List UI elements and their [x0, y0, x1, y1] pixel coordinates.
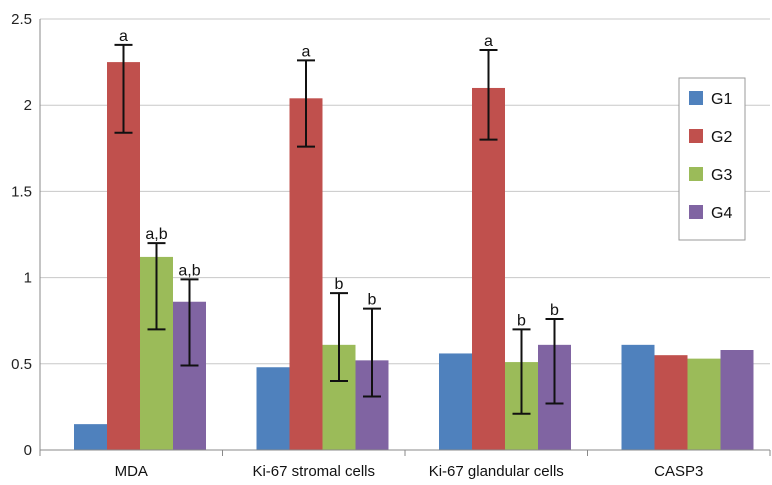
significance-label: b [368, 292, 377, 309]
y-tick-label: 2.5 [11, 11, 32, 28]
bar-g1 [439, 353, 472, 450]
significance-label: a [302, 43, 311, 60]
bar-g1 [74, 424, 107, 450]
legend-swatch-g1 [689, 91, 703, 105]
significance-label: b [517, 312, 526, 329]
x-tick-label: CASP3 [654, 463, 703, 480]
bar-g1 [256, 367, 290, 450]
bar-g1 [621, 344, 655, 450]
bar-g4 [720, 350, 754, 450]
legend-label: G4 [711, 205, 732, 222]
legend: G1 G2 G3 G4 [678, 77, 746, 241]
x-tick-label: Ki-67 glandular cells [429, 463, 564, 480]
y-tick-label: 1.5 [11, 183, 32, 200]
x-tick-label: MDA [115, 463, 148, 480]
legend-label: G2 [711, 129, 732, 146]
axes [39, 19, 771, 456]
error-bars [114, 43, 564, 415]
significance-label: a [119, 28, 128, 45]
significance-label: a,b [145, 226, 167, 243]
legend-swatch-g3 [689, 167, 703, 181]
y-tick-label: 2 [24, 97, 32, 114]
legend-swatch-g4 [689, 205, 703, 219]
significance-label: b [335, 276, 344, 293]
legend-label: G3 [711, 167, 732, 184]
legend-swatch-g2 [689, 129, 703, 143]
x-axis-labels: MDA Ki-67 stromal cells Ki-67 glandular ce… [115, 463, 704, 480]
y-axis-ticks: 0 0.5 1 1.5 2 2.5 [11, 11, 32, 459]
significance-label: a [484, 33, 493, 50]
bar-g2 [654, 355, 688, 450]
y-tick-label: 1 [24, 270, 32, 287]
significance-labels: a a,b a,b a b b a b b [119, 28, 559, 329]
y-tick-label: 0.5 [11, 356, 32, 373]
legend-label: G1 [711, 91, 732, 108]
bars [74, 62, 754, 451]
bar-g2 [289, 98, 323, 450]
significance-label: b [550, 302, 559, 319]
significance-label: a,b [178, 262, 200, 279]
bar-g2 [472, 87, 505, 451]
y-tick-label: 0 [24, 442, 32, 459]
bar-g3 [687, 358, 721, 450]
x-tick-label: Ki-67 stromal cells [252, 463, 375, 480]
